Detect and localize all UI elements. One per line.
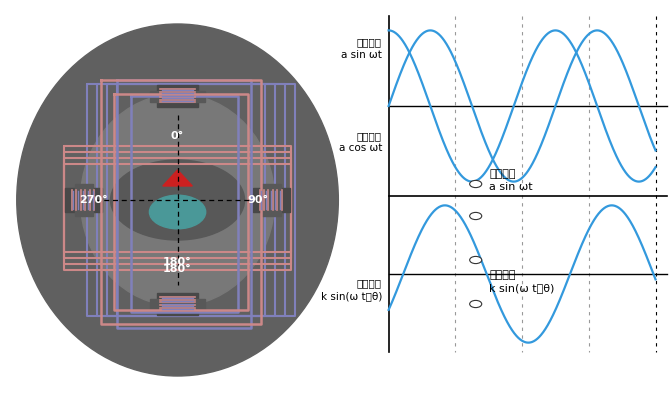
Circle shape bbox=[149, 195, 206, 229]
Text: 180°: 180° bbox=[163, 264, 192, 274]
Text: 二次出力
k sin(ω t－θ): 二次出力 k sin(ω t－θ) bbox=[320, 278, 382, 301]
FancyBboxPatch shape bbox=[262, 184, 281, 216]
FancyBboxPatch shape bbox=[150, 90, 205, 102]
Ellipse shape bbox=[80, 94, 275, 306]
Text: 270°: 270° bbox=[79, 195, 108, 205]
Circle shape bbox=[470, 300, 482, 308]
Circle shape bbox=[470, 180, 482, 188]
Circle shape bbox=[111, 160, 245, 240]
FancyBboxPatch shape bbox=[157, 85, 198, 107]
Ellipse shape bbox=[17, 24, 338, 376]
Text: 一次入力
a sin ωt: 一次入力 a sin ωt bbox=[489, 169, 533, 192]
Text: 0°: 0° bbox=[171, 131, 184, 141]
Text: 二次出力
k sin(ω t－θ): 二次出力 k sin(ω t－θ) bbox=[489, 270, 555, 293]
Text: 一次入力
a cos ωt: 一次入力 a cos ωt bbox=[338, 131, 382, 153]
FancyBboxPatch shape bbox=[253, 188, 289, 212]
FancyBboxPatch shape bbox=[74, 184, 93, 216]
FancyBboxPatch shape bbox=[66, 188, 103, 212]
Circle shape bbox=[470, 256, 482, 264]
Text: 180°: 180° bbox=[163, 257, 192, 267]
FancyBboxPatch shape bbox=[150, 298, 205, 310]
FancyBboxPatch shape bbox=[157, 293, 198, 315]
Text: 90°: 90° bbox=[247, 195, 269, 205]
Polygon shape bbox=[163, 170, 192, 186]
Circle shape bbox=[470, 212, 482, 220]
Text: 一次入力
a sin ωt: 一次入力 a sin ωt bbox=[341, 37, 382, 60]
